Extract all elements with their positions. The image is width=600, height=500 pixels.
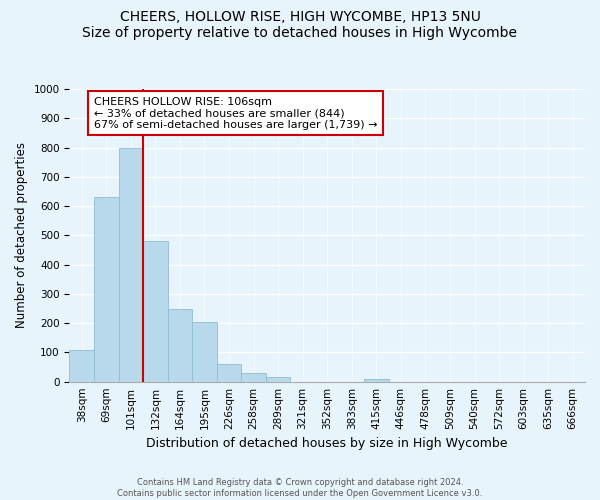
- Y-axis label: Number of detached properties: Number of detached properties: [15, 142, 28, 328]
- Bar: [143, 242, 167, 382]
- Bar: [266, 378, 290, 382]
- Bar: [94, 198, 119, 382]
- Bar: [70, 350, 94, 382]
- Bar: [241, 373, 266, 382]
- Bar: [192, 322, 217, 382]
- Text: CHEERS, HOLLOW RISE, HIGH WYCOMBE, HP13 5NU
Size of property relative to detache: CHEERS, HOLLOW RISE, HIGH WYCOMBE, HP13 …: [83, 10, 517, 40]
- Bar: [364, 379, 389, 382]
- Bar: [167, 308, 192, 382]
- X-axis label: Distribution of detached houses by size in High Wycombe: Distribution of detached houses by size …: [146, 437, 508, 450]
- Text: Contains HM Land Registry data © Crown copyright and database right 2024.
Contai: Contains HM Land Registry data © Crown c…: [118, 478, 482, 498]
- Text: CHEERS HOLLOW RISE: 106sqm
← 33% of detached houses are smaller (844)
67% of sem: CHEERS HOLLOW RISE: 106sqm ← 33% of deta…: [94, 96, 377, 130]
- Bar: [217, 364, 241, 382]
- Bar: [119, 148, 143, 382]
